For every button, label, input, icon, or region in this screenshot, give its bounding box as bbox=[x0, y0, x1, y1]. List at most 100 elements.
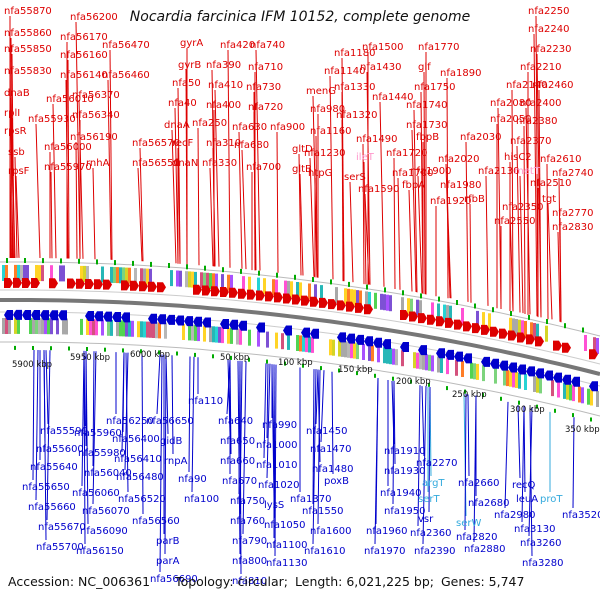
reverse-gene-label: nfa3520 bbox=[562, 510, 600, 521]
forward-leader-line bbox=[413, 109, 418, 293]
reverse-gene-label: nfa55650 bbox=[22, 482, 70, 493]
reverse-gene-label: nfa56480 bbox=[116, 472, 164, 483]
cog-band-reverse bbox=[446, 358, 449, 375]
cog-band-reverse bbox=[311, 336, 314, 353]
ring-0 bbox=[0, 261, 600, 337]
cog-band-forward bbox=[314, 284, 317, 301]
cog-band-forward bbox=[389, 295, 392, 312]
cog-band-reverse bbox=[332, 339, 335, 356]
reverse-gene-arrow bbox=[553, 372, 562, 383]
cog-band-forward bbox=[23, 265, 26, 281]
forward-gene-arrow bbox=[238, 288, 247, 299]
forward-leader-line bbox=[137, 167, 143, 262]
reverse-gene-arrow bbox=[229, 319, 238, 330]
cog-band-reverse bbox=[44, 318, 47, 335]
scale-tick bbox=[266, 359, 268, 364]
scale-tick bbox=[582, 327, 584, 333]
forward-gene-label: nfa400 bbox=[206, 100, 241, 111]
cog-band-forward bbox=[176, 270, 179, 287]
reverse-gene-arrow bbox=[184, 316, 193, 327]
reverse-gene-label: nfa56070 bbox=[82, 506, 130, 517]
cog-band-forward bbox=[344, 288, 347, 305]
reverse-gene-arrow bbox=[112, 312, 121, 322]
reverse-gene-arrow bbox=[256, 322, 265, 333]
forward-gene-arrow bbox=[328, 299, 337, 310]
cog-band-forward bbox=[530, 322, 533, 339]
cog-band-reverse bbox=[215, 326, 218, 343]
forward-gene-label: rplI bbox=[4, 108, 20, 119]
scale-tick bbox=[456, 300, 458, 305]
reverse-gene-label: nfa55700 bbox=[36, 542, 84, 553]
cog-band-reverse bbox=[296, 335, 299, 351]
cog-band-forward bbox=[179, 270, 182, 287]
forward-leader-line bbox=[445, 163, 451, 299]
forward-gene-label: nfa1730 bbox=[406, 120, 447, 131]
cog-band-reverse bbox=[17, 317, 20, 334]
reverse-gene-arrow bbox=[382, 339, 391, 350]
scale-tick bbox=[14, 345, 16, 350]
length-text: Length: 6,021,225 bp; bbox=[295, 574, 434, 589]
reverse-gene-label: nfa2270 bbox=[416, 458, 457, 469]
forward-gene-label: nfa56370 bbox=[72, 90, 120, 101]
reverse-gene-arrow bbox=[544, 370, 553, 381]
reverse-gene-arrow bbox=[454, 351, 463, 362]
cog-band-reverse bbox=[455, 359, 458, 376]
reverse-gene-labels: nfa55590 nfa55600 nfa55640 nfa55650 nfa55660… bbox=[22, 396, 600, 587]
reverse-gene-arrow bbox=[589, 381, 598, 392]
forward-leader-line bbox=[178, 167, 181, 264]
forward-gene-label: nfa420 bbox=[220, 40, 255, 51]
forward-gene-arrow bbox=[148, 281, 157, 292]
reverse-leader-line bbox=[315, 369, 319, 425]
forward-gene-arrow bbox=[301, 295, 310, 306]
forward-gene-label: nfa730 bbox=[246, 82, 281, 93]
forward-gene-label: recF bbox=[172, 138, 194, 149]
reverse-leader-line bbox=[45, 350, 49, 425]
cog-band-forward bbox=[263, 278, 266, 295]
cog-band-forward bbox=[482, 312, 485, 329]
reverse-gene-label: gidB bbox=[160, 436, 182, 447]
forward-gene-arrow bbox=[13, 277, 22, 288]
forward-leader-line bbox=[52, 103, 57, 259]
scale-tick bbox=[50, 346, 52, 351]
forward-gene-label: nfa2550 bbox=[494, 216, 535, 227]
cog-band-reverse bbox=[350, 342, 353, 359]
forward-gene-leader-lines bbox=[9, 15, 562, 323]
scale-tick bbox=[528, 314, 530, 320]
cog-band-reverse bbox=[569, 384, 572, 401]
forward-gene-label: nfa2740 bbox=[552, 168, 593, 179]
cog-band-reverse bbox=[581, 387, 584, 404]
reverse-gene-label: nfa1100 bbox=[266, 540, 307, 551]
cog-band-forward bbox=[275, 279, 278, 296]
cog-band-forward bbox=[536, 323, 539, 340]
forward-leader-line bbox=[516, 145, 521, 313]
reverse-gene-label: nfa1450 bbox=[306, 426, 347, 437]
forward-gene-label: nfa1920 bbox=[430, 196, 471, 207]
forward-gene-label: nfa2460 bbox=[532, 80, 573, 91]
ring-2 bbox=[0, 298, 600, 376]
cog-band-reverse bbox=[86, 319, 89, 335]
reverse-gene-arrow bbox=[562, 374, 571, 385]
reverse-gene-label: nfa90 bbox=[178, 474, 207, 485]
forward-gene-arrow bbox=[130, 280, 139, 291]
reverse-gene-label: nfa1950 bbox=[384, 506, 425, 517]
cog-band-reverse bbox=[281, 333, 284, 350]
forward-leader-line bbox=[341, 119, 345, 282]
reverse-leader-line bbox=[159, 354, 163, 573]
forward-gene-label: nfa55870 bbox=[4, 6, 52, 17]
reverse-gene-arrow bbox=[157, 314, 166, 325]
forward-gene-label: ssb bbox=[8, 147, 25, 158]
cog-band-forward bbox=[101, 266, 104, 283]
cog-band-reverse bbox=[212, 326, 215, 343]
forward-gene-arrow bbox=[472, 323, 481, 334]
reverse-gene-label: nfa56400 bbox=[112, 434, 160, 445]
reverse-gene-label: nfa56410 bbox=[114, 454, 162, 465]
cog-band-forward bbox=[419, 300, 422, 317]
reverse-gene-arrow bbox=[418, 345, 427, 356]
reverse-gene-label: nfa670 bbox=[222, 476, 257, 487]
cog-band-reverse bbox=[482, 365, 485, 382]
reverse-gene-label: nfa1600 bbox=[310, 526, 351, 537]
forward-leader-line bbox=[197, 127, 200, 266]
accession-text: Accession: NC_006361 bbox=[8, 574, 151, 589]
reverse-gene-label: nfa650 bbox=[220, 436, 255, 447]
cog-band-forward bbox=[203, 272, 206, 289]
